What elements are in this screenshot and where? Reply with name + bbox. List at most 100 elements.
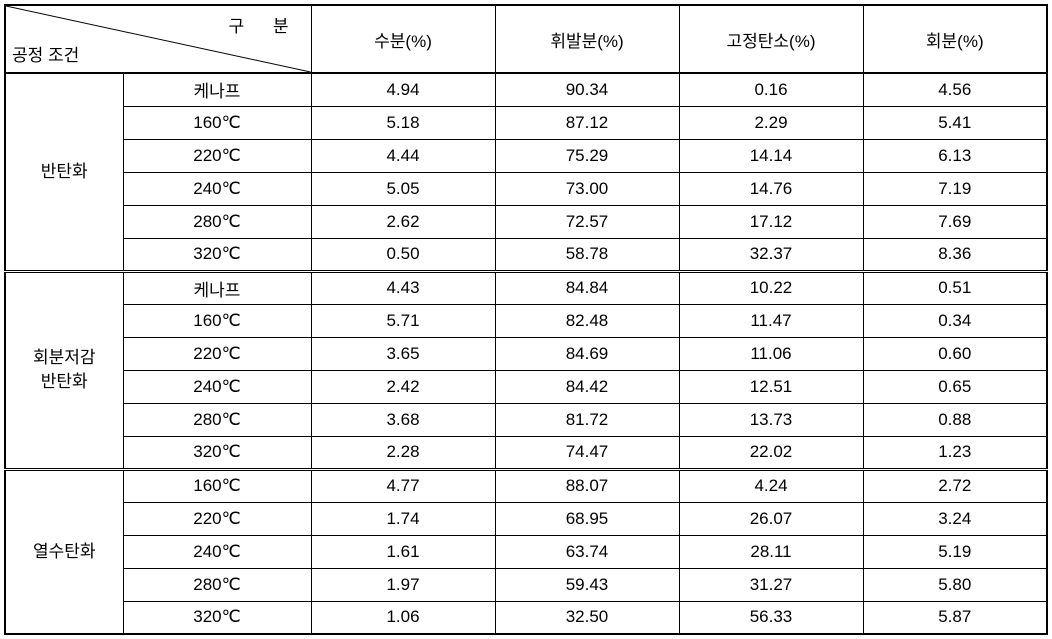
group-label: 반탄화 <box>5 73 123 271</box>
table-row: 160℃5.1887.122.295.41 <box>5 106 1047 139</box>
value-cell: 84.84 <box>495 271 679 304</box>
column-header: 회분(%) <box>863 5 1047 73</box>
data-table: 구 분 공정 조건 수분(%) 휘발분(%) 고정탄소(%) 회분(%) 반탄화… <box>4 4 1048 635</box>
table-row: 280℃1.9759.4331.275.80 <box>5 568 1047 601</box>
value-cell: 63.74 <box>495 535 679 568</box>
value-cell: 3.65 <box>311 337 495 370</box>
value-cell: 0.51 <box>863 271 1047 304</box>
value-cell: 5.18 <box>311 106 495 139</box>
column-header: 수분(%) <box>311 5 495 73</box>
value-cell: 0.65 <box>863 370 1047 403</box>
condition-cell: 160℃ <box>123 304 311 337</box>
table-row: 280℃3.6881.7213.730.88 <box>5 403 1047 436</box>
value-cell: 73.00 <box>495 172 679 205</box>
value-cell: 5.41 <box>863 106 1047 139</box>
value-cell: 90.34 <box>495 73 679 106</box>
value-cell: 7.19 <box>863 172 1047 205</box>
condition-cell: 320℃ <box>123 238 311 271</box>
table-row: 회분저감 반탄화케나프4.4384.8410.220.51 <box>5 271 1047 304</box>
table-row: 220℃1.7468.9526.073.24 <box>5 502 1047 535</box>
column-header: 휘발분(%) <box>495 5 679 73</box>
condition-cell: 240℃ <box>123 172 311 205</box>
value-cell: 72.57 <box>495 205 679 238</box>
value-cell: 75.29 <box>495 139 679 172</box>
value-cell: 31.27 <box>679 568 863 601</box>
value-cell: 1.97 <box>311 568 495 601</box>
value-cell: 1.61 <box>311 535 495 568</box>
group-label: 열수탄화 <box>5 469 123 634</box>
value-cell: 11.06 <box>679 337 863 370</box>
value-cell: 2.62 <box>311 205 495 238</box>
table-row: 240℃5.0573.0014.767.19 <box>5 172 1047 205</box>
table-row: 320℃0.5058.7832.378.36 <box>5 238 1047 271</box>
value-cell: 2.72 <box>863 469 1047 502</box>
value-cell: 0.16 <box>679 73 863 106</box>
value-cell: 22.02 <box>679 436 863 469</box>
header-bottom-label: 공정 조건 <box>12 41 79 66</box>
value-cell: 32.37 <box>679 238 863 271</box>
value-cell: 5.80 <box>863 568 1047 601</box>
table-row: 240℃2.4284.4212.510.65 <box>5 370 1047 403</box>
value-cell: 14.76 <box>679 172 863 205</box>
value-cell: 3.24 <box>863 502 1047 535</box>
value-cell: 81.72 <box>495 403 679 436</box>
value-cell: 5.71 <box>311 304 495 337</box>
condition-cell: 160℃ <box>123 469 311 502</box>
table-row: 320℃1.0632.5056.335.87 <box>5 601 1047 634</box>
condition-cell: 160℃ <box>123 106 311 139</box>
group-label: 회분저감 반탄화 <box>5 271 123 469</box>
value-cell: 4.94 <box>311 73 495 106</box>
value-cell: 4.77 <box>311 469 495 502</box>
value-cell: 14.14 <box>679 139 863 172</box>
value-cell: 87.12 <box>495 106 679 139</box>
condition-cell: 240℃ <box>123 370 311 403</box>
value-cell: 84.69 <box>495 337 679 370</box>
value-cell: 13.73 <box>679 403 863 436</box>
condition-cell: 220℃ <box>123 139 311 172</box>
value-cell: 1.74 <box>311 502 495 535</box>
value-cell: 10.22 <box>679 271 863 304</box>
value-cell: 0.50 <box>311 238 495 271</box>
value-cell: 2.42 <box>311 370 495 403</box>
value-cell: 28.11 <box>679 535 863 568</box>
value-cell: 0.60 <box>863 337 1047 370</box>
value-cell: 1.23 <box>863 436 1047 469</box>
header-top-label: 구 분 <box>228 12 300 37</box>
value-cell: 2.29 <box>679 106 863 139</box>
value-cell: 59.43 <box>495 568 679 601</box>
header-diagonal-cell: 구 분 공정 조건 <box>5 5 311 73</box>
value-cell: 0.88 <box>863 403 1047 436</box>
value-cell: 8.36 <box>863 238 1047 271</box>
table-row: 160℃5.7182.4811.470.34 <box>5 304 1047 337</box>
condition-cell: 케나프 <box>123 271 311 304</box>
value-cell: 5.19 <box>863 535 1047 568</box>
condition-cell: 케나프 <box>123 73 311 106</box>
table-row: 320℃2.2874.4722.021.23 <box>5 436 1047 469</box>
condition-cell: 280℃ <box>123 403 311 436</box>
value-cell: 88.07 <box>495 469 679 502</box>
value-cell: 68.95 <box>495 502 679 535</box>
condition-cell: 220℃ <box>123 502 311 535</box>
condition-cell: 280℃ <box>123 568 311 601</box>
table-row: 반탄화케나프4.9490.340.164.56 <box>5 73 1047 106</box>
value-cell: 6.13 <box>863 139 1047 172</box>
value-cell: 11.47 <box>679 304 863 337</box>
value-cell: 2.28 <box>311 436 495 469</box>
value-cell: 4.44 <box>311 139 495 172</box>
value-cell: 32.50 <box>495 601 679 634</box>
value-cell: 5.05 <box>311 172 495 205</box>
value-cell: 0.34 <box>863 304 1047 337</box>
column-header: 고정탄소(%) <box>679 5 863 73</box>
value-cell: 58.78 <box>495 238 679 271</box>
condition-cell: 220℃ <box>123 337 311 370</box>
condition-cell: 280℃ <box>123 205 311 238</box>
value-cell: 74.47 <box>495 436 679 469</box>
value-cell: 4.24 <box>679 469 863 502</box>
value-cell: 1.06 <box>311 601 495 634</box>
condition-cell: 320℃ <box>123 601 311 634</box>
value-cell: 5.87 <box>863 601 1047 634</box>
value-cell: 4.43 <box>311 271 495 304</box>
value-cell: 4.56 <box>863 73 1047 106</box>
value-cell: 7.69 <box>863 205 1047 238</box>
value-cell: 17.12 <box>679 205 863 238</box>
